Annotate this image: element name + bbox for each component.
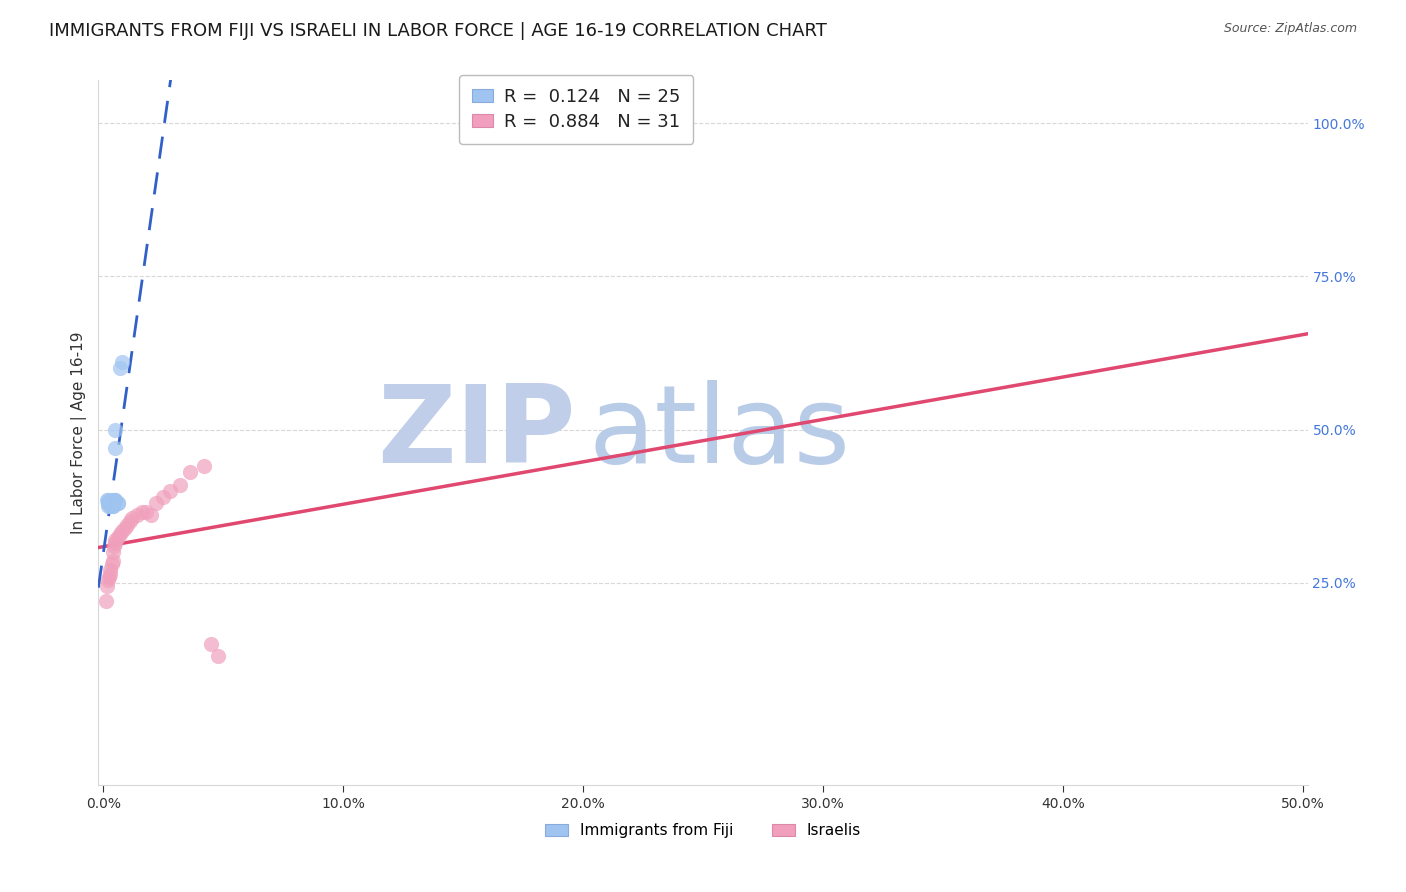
Point bbox=[193, 459, 215, 474]
Point bbox=[200, 637, 222, 651]
Point bbox=[107, 496, 129, 510]
Point bbox=[100, 493, 122, 508]
Point bbox=[207, 649, 229, 664]
Text: IMMIGRANTS FROM FIJI VS ISRAELI IN LABOR FORCE | AGE 16-19 CORRELATION CHART: IMMIGRANTS FROM FIJI VS ISRAELI IN LABOR… bbox=[49, 22, 827, 40]
Point bbox=[94, 594, 117, 608]
Point bbox=[169, 477, 191, 491]
Y-axis label: In Labor Force | Age 16-19: In Labor Force | Age 16-19 bbox=[72, 331, 87, 534]
Point bbox=[108, 361, 131, 376]
Point bbox=[152, 490, 174, 504]
Point bbox=[103, 493, 125, 508]
Point bbox=[118, 515, 141, 529]
Point bbox=[103, 539, 125, 553]
Point bbox=[108, 526, 131, 541]
Point bbox=[104, 536, 127, 550]
Point bbox=[111, 355, 134, 369]
Point bbox=[135, 505, 157, 519]
Point bbox=[101, 545, 124, 559]
Point bbox=[131, 505, 153, 519]
Point bbox=[97, 496, 120, 510]
Point bbox=[97, 499, 120, 513]
Point bbox=[104, 533, 127, 547]
Point bbox=[104, 441, 127, 455]
Point bbox=[104, 493, 127, 508]
Legend: Immigrants from Fiji, Israelis: Immigrants from Fiji, Israelis bbox=[538, 817, 868, 844]
Point bbox=[97, 496, 120, 510]
Point bbox=[107, 530, 129, 544]
Point bbox=[115, 517, 138, 532]
Point bbox=[111, 524, 134, 538]
Point bbox=[101, 499, 124, 513]
Point bbox=[179, 466, 201, 480]
Point bbox=[96, 493, 118, 508]
Point bbox=[96, 579, 118, 593]
Point bbox=[121, 511, 143, 525]
Point bbox=[100, 496, 122, 510]
Point bbox=[141, 508, 163, 523]
Point bbox=[96, 493, 118, 508]
Point bbox=[100, 558, 122, 572]
Text: atlas: atlas bbox=[588, 380, 851, 485]
Point bbox=[125, 508, 148, 523]
Point bbox=[101, 496, 124, 510]
Point bbox=[100, 499, 122, 513]
Point bbox=[101, 554, 124, 568]
Point bbox=[100, 496, 122, 510]
Text: ZIP: ZIP bbox=[378, 380, 576, 485]
Point bbox=[114, 520, 136, 534]
Point bbox=[145, 496, 167, 510]
Point bbox=[100, 499, 122, 513]
Point bbox=[107, 496, 129, 510]
Point bbox=[104, 423, 127, 437]
Text: Source: ZipAtlas.com: Source: ZipAtlas.com bbox=[1223, 22, 1357, 36]
Point bbox=[98, 569, 121, 583]
Point bbox=[103, 496, 125, 510]
Point bbox=[97, 573, 120, 587]
Point bbox=[100, 564, 122, 578]
Point bbox=[104, 493, 127, 508]
Point bbox=[101, 499, 124, 513]
Point bbox=[98, 496, 121, 510]
Point bbox=[159, 483, 181, 498]
Point bbox=[101, 496, 124, 510]
Point bbox=[100, 566, 122, 581]
